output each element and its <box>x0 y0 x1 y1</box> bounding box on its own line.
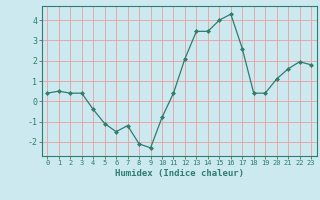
X-axis label: Humidex (Indice chaleur): Humidex (Indice chaleur) <box>115 169 244 178</box>
